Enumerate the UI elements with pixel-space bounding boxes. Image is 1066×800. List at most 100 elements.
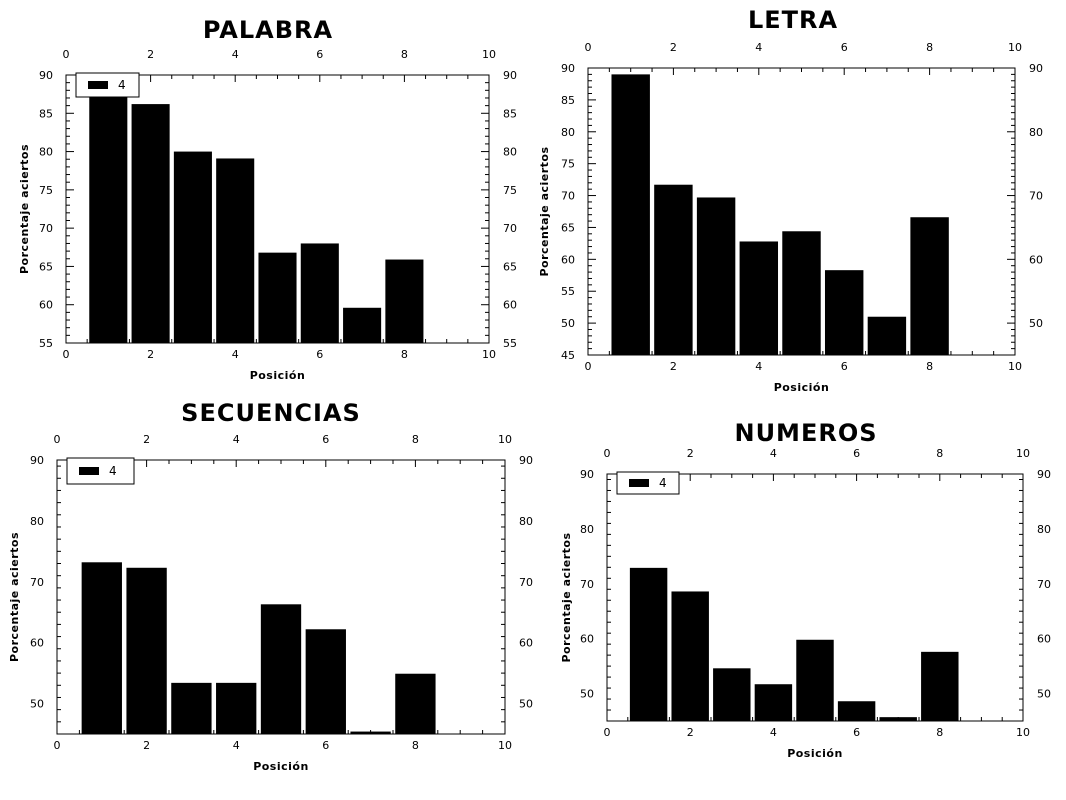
x-tick-label-top: 0 [585, 41, 592, 54]
y-tick-label-left: 80 [39, 146, 53, 159]
y-tick-label-left: 50 [561, 317, 575, 330]
bar-pos-8 [910, 217, 949, 355]
legend: 4 [66, 457, 135, 485]
x-tick-label-top: 10 [1008, 41, 1022, 54]
bar-pos-1 [611, 74, 650, 355]
y-tick-label-right: 60 [1037, 633, 1051, 646]
y-tick-label-left: 85 [561, 94, 575, 107]
x-tick-label-top: 4 [770, 447, 777, 460]
chart-panel-palabra: PALABRA 0 0 2 2 4 4 6 6 8 8 10 10 55 60 65 70 75 80 85 90 55 6… [18, 16, 517, 382]
bar-pos-4 [739, 241, 779, 355]
legend-label: 4 [109, 464, 117, 478]
y-tick-label-left: 90 [580, 468, 594, 481]
chart-panel-numeros: NUMEROS 0 0 2 2 4 4 6 6 8 8 10 10 50 60 70 80 90 50 60 70 80 9… [560, 419, 1051, 760]
y-tick-label-right: 75 [503, 184, 517, 197]
bar-pos-1 [81, 562, 122, 734]
x-tick-label-bottom: 4 [770, 726, 777, 739]
x-tick-label-top: 2 [670, 41, 677, 54]
y-axis-label: Porcentaje aciertos [18, 144, 31, 274]
x-tick-label-top: 6 [841, 41, 848, 54]
bar-pos-6 [305, 629, 346, 734]
y-tick-label-right: 65 [503, 260, 517, 273]
y-tick-label-left: 70 [30, 576, 44, 589]
x-tick-label-top: 6 [316, 48, 323, 61]
x-tick-label-bottom: 4 [232, 348, 239, 361]
y-tick-label-left: 60 [30, 637, 44, 650]
bar-pos-5 [796, 639, 834, 721]
x-tick-label-bottom: 2 [147, 348, 154, 361]
x-tick-label-top: 8 [401, 48, 408, 61]
bar-pos-5 [258, 252, 297, 343]
x-axis-label: Posición [787, 747, 843, 760]
bar-pos-6 [837, 701, 876, 721]
chart-panel-secuencias: SECUENCIAS 0 0 2 2 4 4 6 6 8 8 10 10 50 60 70 80 90 50 60 70… [8, 399, 533, 773]
y-tick-label-right: 70 [1037, 578, 1051, 591]
y-tick-label-right: 80 [1029, 126, 1043, 139]
x-tick-label-bottom: 8 [401, 348, 408, 361]
bar-pos-3 [696, 197, 736, 355]
y-tick-label-left: 70 [561, 190, 575, 203]
y-tick-label-right: 50 [1029, 317, 1043, 330]
x-tick-label-top: 10 [482, 48, 496, 61]
y-tick-label-right: 90 [1037, 468, 1051, 481]
y-tick-label-right: 90 [503, 69, 517, 82]
x-tick-label-bottom: 8 [926, 360, 933, 373]
x-tick-label-bottom: 0 [63, 348, 70, 361]
y-tick-label-left: 90 [561, 62, 575, 75]
y-tick-label-left: 80 [30, 515, 44, 528]
y-tick-label-left: 75 [561, 158, 575, 171]
y-tick-label-left: 55 [39, 337, 53, 350]
y-tick-label-right: 90 [1029, 62, 1043, 75]
y-tick-label-left: 50 [30, 698, 44, 711]
y-tick-label-right: 70 [503, 222, 517, 235]
x-tick-label-bottom: 0 [54, 739, 61, 752]
x-tick-label-top: 4 [755, 41, 762, 54]
y-tick-label-right: 50 [519, 698, 533, 711]
chart-panel-letra: LETRA 0 0 2 2 4 4 6 6 8 8 10 10 45 50 55 60 65 70 75 80 85 90 5… [538, 6, 1043, 394]
x-tick-label-bottom: 8 [936, 726, 943, 739]
legend-label: 4 [118, 78, 126, 92]
x-tick-label-top: 8 [936, 447, 943, 460]
x-tick-label-top: 8 [926, 41, 933, 54]
legend-box [66, 457, 135, 485]
y-tick-label-left: 80 [580, 523, 594, 536]
bar-pos-2 [671, 591, 709, 721]
y-tick-label-right: 80 [519, 515, 533, 528]
y-tick-label-right: 55 [503, 337, 517, 350]
x-tick-label-bottom: 10 [498, 739, 512, 752]
y-tick-label-left: 70 [580, 578, 594, 591]
x-tick-label-bottom: 0 [604, 726, 611, 739]
x-tick-label-bottom: 2 [670, 360, 677, 373]
bar-pos-6 [824, 270, 864, 355]
y-tick-label-right: 85 [503, 107, 517, 120]
y-tick-label-left: 75 [39, 184, 53, 197]
y-tick-label-right: 60 [503, 299, 517, 312]
y-tick-label-left: 80 [561, 126, 575, 139]
x-tick-label-bottom: 10 [482, 348, 496, 361]
chart-title: LETRA [748, 6, 838, 34]
y-tick-label-right: 60 [1029, 253, 1043, 266]
y-axis-label: Porcentaje aciertos [560, 532, 573, 662]
x-axis-label: Posición [774, 381, 830, 394]
bar-pos-5 [782, 231, 821, 355]
x-tick-label-top: 4 [233, 433, 240, 446]
x-tick-label-bottom: 2 [687, 726, 694, 739]
legend-swatch [629, 479, 649, 487]
x-tick-label-top: 8 [412, 433, 419, 446]
x-axis-label: Posición [253, 760, 309, 773]
x-tick-label-bottom: 10 [1008, 360, 1022, 373]
y-tick-label-right: 90 [519, 454, 533, 467]
chart-title: NUMEROS [734, 419, 877, 447]
legend-swatch [79, 467, 99, 475]
x-tick-label-bottom: 6 [322, 739, 329, 752]
x-tick-label-top: 6 [322, 433, 329, 446]
y-tick-label-right: 80 [503, 146, 517, 159]
y-tick-label-left: 90 [39, 69, 53, 82]
y-tick-label-left: 45 [561, 349, 575, 362]
x-tick-label-bottom: 8 [412, 739, 419, 752]
x-tick-label-top: 10 [498, 433, 512, 446]
y-tick-label-left: 50 [580, 688, 594, 701]
y-tick-label-right: 70 [1029, 190, 1043, 203]
bar-pos-7 [343, 307, 382, 343]
